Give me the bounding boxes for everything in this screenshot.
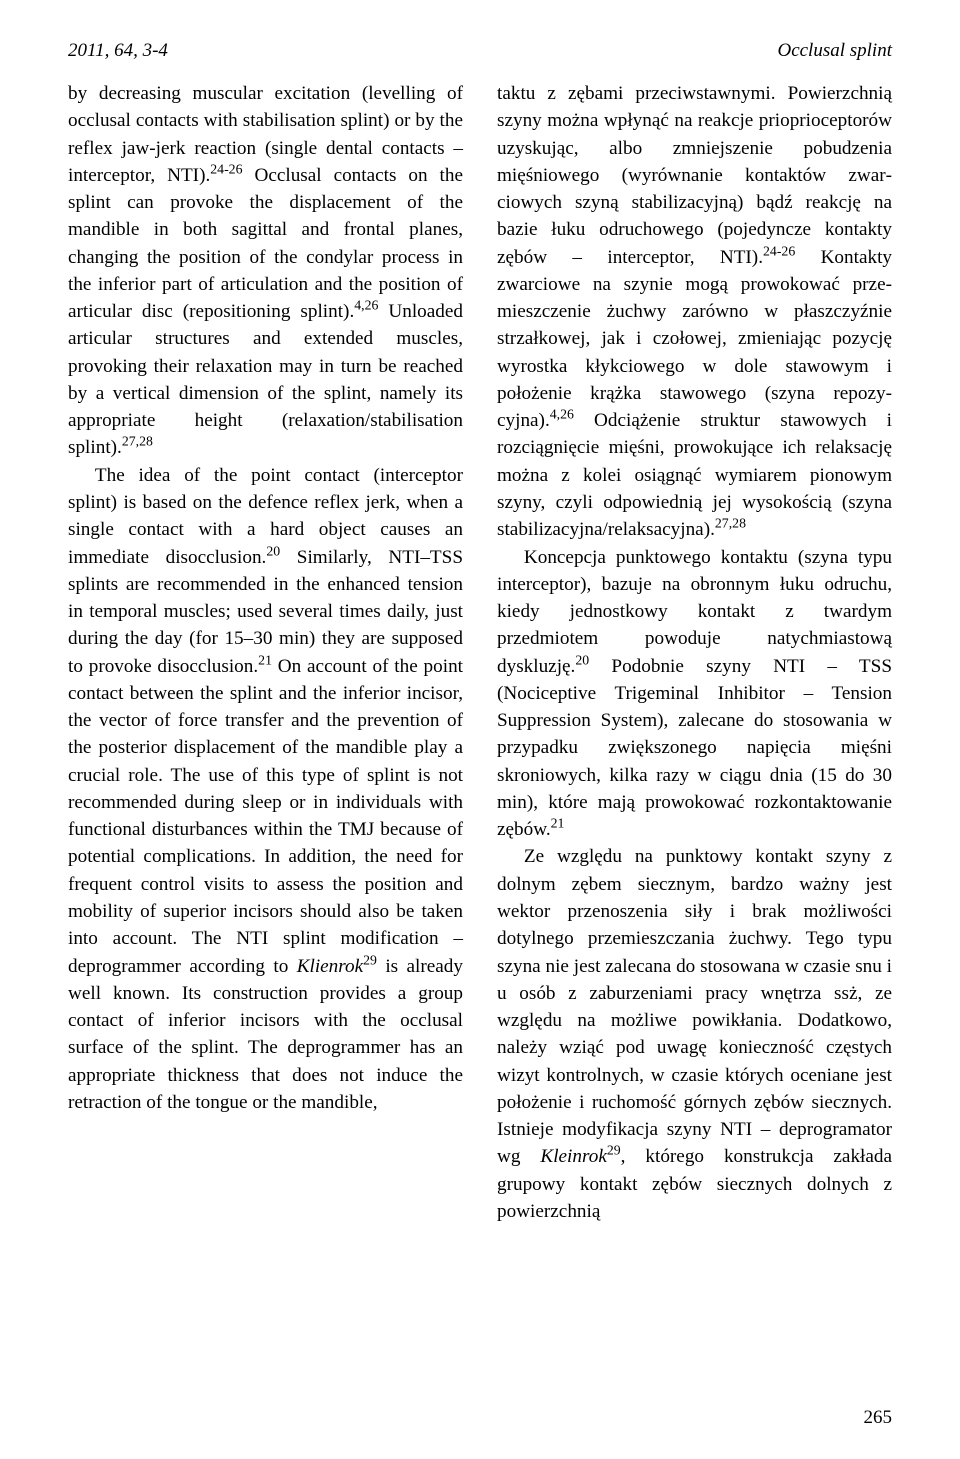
text-span: On account of the point contact between … bbox=[68, 656, 463, 977]
right-paragraph-3: Ze względu na punktowy kontakt szyny z d… bbox=[497, 843, 892, 1225]
right-column: taktu z zębami przeciwstawnymi. Powierzc… bbox=[497, 80, 892, 1225]
citation-sup: 4,26 bbox=[550, 407, 574, 422]
text-span: Podobnie szyny NTI – TSS (Nociceptive Tr… bbox=[497, 656, 892, 841]
left-paragraph-1: by decreasing muscular excitation (level… bbox=[68, 80, 463, 462]
text-span: Kontakty zwarciowe na szynie mogą prowok… bbox=[497, 247, 892, 432]
citation-sup: 21 bbox=[258, 652, 272, 667]
author-name: Klienrok bbox=[297, 956, 363, 977]
citation-sup: 29 bbox=[363, 952, 377, 967]
text-span: Ze względu na punktowy kontakt szyny z d… bbox=[497, 846, 892, 1167]
citation-sup: 24-26 bbox=[763, 243, 795, 258]
citation-sup: 20 bbox=[575, 652, 589, 667]
citation-sup: 27,28 bbox=[715, 516, 746, 531]
text-span: Odciążenie struktur stawowych i rozciągn… bbox=[497, 410, 892, 540]
page-number: 265 bbox=[864, 1407, 893, 1429]
citation-sup: 21 bbox=[551, 816, 565, 831]
citation-sup: 4,26 bbox=[354, 298, 378, 313]
left-column: by decreasing muscular excitation (level… bbox=[68, 80, 463, 1225]
left-paragraph-2: The idea of the point contact (intercept… bbox=[68, 462, 463, 1116]
text-columns: by decreasing muscular excitation (level… bbox=[68, 80, 892, 1225]
page: 2011, 64, 3-4 Occlusal splint by decreas… bbox=[0, 0, 960, 1459]
text-span: taktu z zębami przeciwstawnymi. Powierzc… bbox=[497, 83, 892, 268]
citation-sup: 20 bbox=[266, 543, 280, 558]
text-span: Occlusal contacts on the splint can prov… bbox=[68, 165, 463, 322]
header-right: Occlusal splint bbox=[777, 40, 892, 62]
author-name: Kleinrok bbox=[540, 1146, 606, 1167]
header-left: 2011, 64, 3-4 bbox=[68, 40, 168, 62]
right-paragraph-1: taktu z zębami przeciwstawnymi. Powierzc… bbox=[497, 80, 892, 544]
running-header: 2011, 64, 3-4 Occlusal splint bbox=[68, 40, 892, 62]
citation-sup: 24-26 bbox=[210, 161, 242, 176]
right-paragraph-2: Koncepcja punktowego kontaktu (szyna typ… bbox=[497, 544, 892, 844]
text-span: is already well known. Its construction … bbox=[68, 956, 463, 1113]
citation-sup: 29 bbox=[607, 1143, 621, 1158]
citation-sup: 27,28 bbox=[122, 434, 153, 449]
